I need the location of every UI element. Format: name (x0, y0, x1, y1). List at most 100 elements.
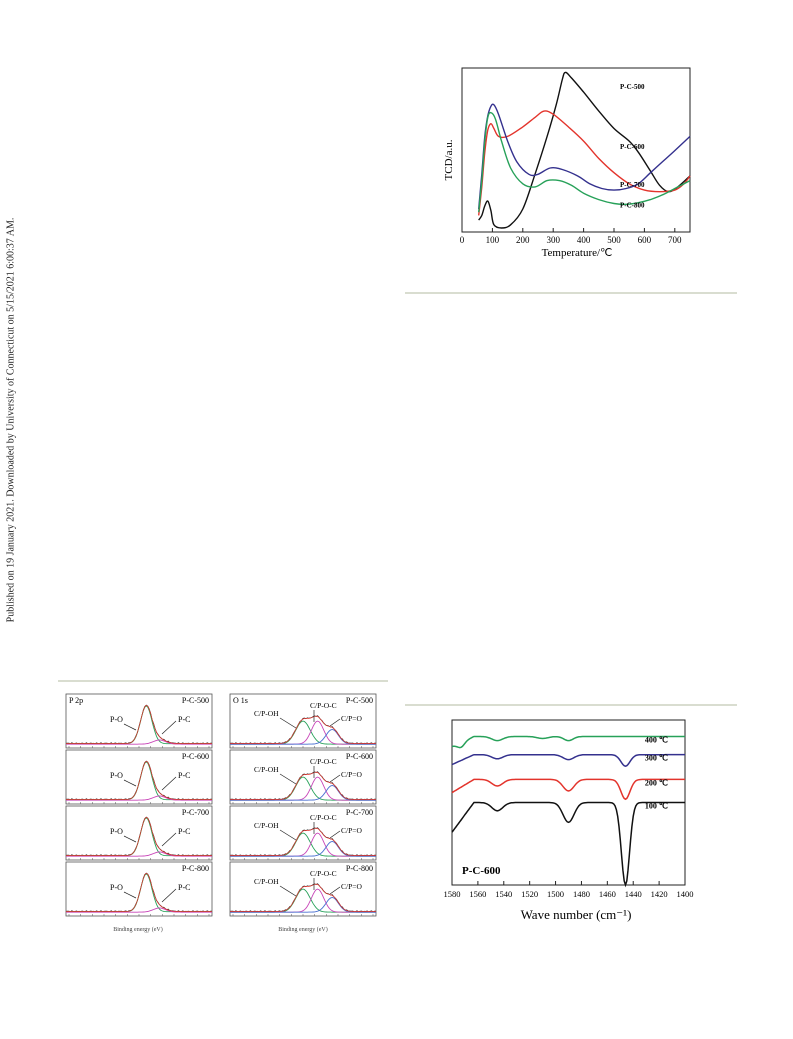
xps-raw (65, 816, 213, 857)
xps-peak-label: C/P=O (341, 714, 362, 723)
ftir-xtick-label: 1400 (677, 889, 694, 899)
xps-peak-label: C/P-O-C (310, 869, 337, 878)
xps-sample-label: P-C-800 (182, 864, 209, 873)
ftir-xtick-label: 1580 (444, 889, 461, 899)
xps-fit-oc (230, 888, 376, 913)
xps-fit-oh (230, 832, 376, 857)
xps-sample-label: P-C-600 (346, 752, 373, 761)
ftir-xtick-label: 1500 (547, 889, 564, 899)
xps-envelope (66, 872, 212, 912)
xps-sample-label: P-C-500 (182, 696, 209, 705)
xps-label-arrow (329, 718, 341, 727)
xps-sample-label: P-C-800 (346, 864, 373, 873)
xps-peak-label: C/P-O-C (310, 813, 337, 822)
ftir-series-label: 100 ℃ (645, 802, 668, 811)
tpr-series-p-c-800 (478, 111, 691, 213)
xps-sample-label: P-C-700 (346, 808, 373, 817)
tpr-chart: 0 100 200 300 400 500 600 700 P-C-500 P-C-600 P-C-… (443, 67, 691, 259)
xps-label-arrow (161, 720, 177, 735)
ftir-series (451, 753, 685, 768)
xps-fit-oh (230, 888, 376, 913)
ftir-xlabel: Wave number (cm⁻¹) (521, 907, 632, 922)
xps-label-arrow (161, 888, 177, 903)
xps-label-arrow (123, 723, 137, 731)
tpr-xtick-label: 300 (546, 235, 560, 245)
tpr-ylabel: TCD/a.u. (443, 139, 455, 180)
xps-envelope (66, 704, 212, 744)
divider-top-right (405, 292, 737, 294)
ftir-xlabel-text: Wave number (521, 907, 594, 922)
ftir-xtick-label: 1540 (495, 889, 512, 899)
xps-fit-po (66, 705, 212, 745)
xps-sample-label: P-C-700 (182, 808, 209, 817)
xps-label-arrow (123, 835, 137, 843)
ftir-xtick-label: 1420 (651, 889, 668, 899)
xps-peak-label: C/P-OH (254, 765, 279, 774)
xps-peak-label: C/P=O (341, 826, 362, 835)
xps-peak-label: P-C (178, 715, 190, 724)
xps-envelope (66, 760, 212, 800)
xps-peak-label: P-O (110, 771, 123, 780)
tpr-series-p-c-700 (478, 103, 691, 210)
xps-peak-label: P-O (110, 827, 123, 836)
ftir-series-label: 200 ℃ (645, 778, 668, 787)
xps-fit-pc (66, 795, 212, 801)
xps-peak-label: C/P=O (341, 882, 362, 891)
tpr-series-p-c-600 (478, 110, 691, 216)
download-notice: Published on 19 January 2021. Downloaded… (4, 200, 18, 640)
xps-fit-oh (230, 776, 376, 801)
tpr-plot-area: 0 100 200 300 400 500 600 700 P-C-500 P-C-600 P-C-… (460, 67, 691, 245)
ftir-series-label: 400 ℃ (645, 736, 668, 745)
xps-envelope (66, 816, 212, 856)
xps-label-arrow (279, 717, 297, 729)
xps-label-arrow (161, 776, 177, 791)
xps-fit-pc (66, 851, 212, 857)
xps-fit-oc (230, 720, 376, 745)
tpr-series-label: P-C-700 (620, 181, 645, 189)
xps-fit-co (230, 729, 376, 745)
tpr-xtick-label: 600 (638, 235, 652, 245)
xps-raw (65, 704, 213, 745)
tpr-series-p-c-500 (478, 71, 691, 229)
xps-raw (65, 872, 213, 913)
xps-xlabel-left: Binding energy (eV) (113, 926, 163, 933)
xps-peak-label: C/P-OH (254, 877, 279, 886)
xps-label-arrow (123, 779, 137, 787)
xps-label-arrow (279, 773, 297, 785)
ftir-series (451, 778, 685, 801)
xps-fit-oh (230, 720, 376, 745)
tpr-xtick-label: 400 (577, 235, 591, 245)
ftir-xtick-label: 1460 (599, 889, 616, 899)
download-notice-text: Published on 19 January 2021. Downloaded… (5, 217, 17, 623)
tpr-xtick-label: 0 (460, 235, 465, 245)
xps-fit-co (230, 897, 376, 913)
tpr-xtick-label: 700 (668, 235, 682, 245)
tpr-xtick-label: 100 (486, 235, 500, 245)
xps-label-arrow (329, 830, 341, 839)
xps-label-arrow (161, 832, 177, 847)
xps-fit-po (66, 873, 212, 913)
ftir-xlabel-unit: cm⁻¹ (600, 907, 627, 922)
xps-fit-co (230, 785, 376, 801)
xps-fit-pc (66, 739, 212, 745)
xps-envelope (230, 771, 376, 800)
xps-fit-oc (230, 776, 376, 801)
xps-peak-label: P-C (178, 883, 190, 892)
xps-peak-label: C/P-O-C (310, 757, 337, 766)
xps-panel-tag: O 1s (233, 696, 248, 705)
xps-peak-label: C/P=O (341, 770, 362, 779)
ftir-xtick-label: 1480 (573, 889, 590, 899)
xps-peak-label: P-C (178, 827, 190, 836)
xps-envelope (230, 883, 376, 912)
xps-sample-label: P-C-500 (346, 696, 373, 705)
xps-peak-label: C/P-OH (254, 709, 279, 718)
ftir-series-label: 300 ℃ (645, 754, 668, 763)
tpr-series-label: P-C-600 (620, 143, 645, 151)
xps-envelope (230, 715, 376, 744)
xps-peak-label: C/P-O-C (310, 701, 337, 710)
tpr-series-label: P-C-800 (620, 201, 645, 209)
xps-fit-po (66, 817, 212, 857)
tpr-xtick-label: 500 (607, 235, 621, 245)
tpr-xlabel: Temperature/℃ (542, 247, 613, 259)
xps-fit-po (66, 761, 212, 801)
